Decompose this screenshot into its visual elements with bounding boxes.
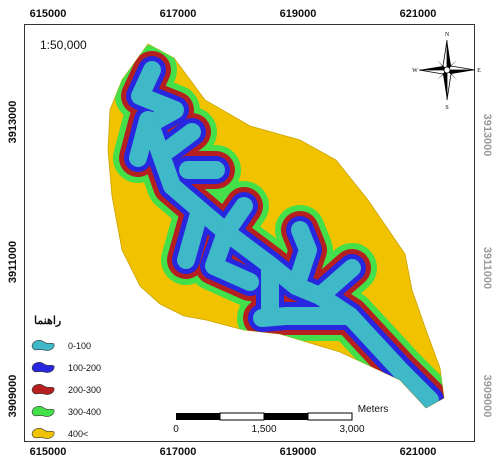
compass-rose-icon: N S E W: [412, 32, 481, 111]
zone-0-100: [129, 61, 439, 408]
x-tick-top: 621000: [400, 8, 437, 20]
x-tick-top: 615000: [30, 8, 67, 20]
x-tick-label: 619000: [279, 8, 317, 20]
legend-label: 300-400: [68, 407, 102, 417]
scalebar-label-0: 0: [173, 424, 179, 435]
x-tick-label: 617000: [159, 8, 197, 20]
legend-item: 300-400: [30, 401, 140, 423]
map-scale-ratio: 1:50,000: [40, 38, 87, 52]
x-tick-bottom: 617000: [160, 446, 197, 458]
legend-item: 0-100: [30, 335, 140, 357]
legend-label: 400<: [68, 429, 89, 439]
scalebar-label-1500: 1,500: [251, 424, 277, 435]
x-tick-bottom: 615000: [30, 446, 67, 458]
x-tick-label: 615000: [29, 8, 67, 20]
x-tick-top: 617000: [160, 8, 197, 20]
scalebar-label-3000: 3,000: [339, 424, 365, 435]
x-tick-label: 615000: [29, 446, 67, 458]
legend-swatch-icon: [31, 428, 55, 439]
x-tick-label: 619000: [279, 446, 317, 458]
legend-swatch-icon: [31, 384, 55, 395]
legend-label: 100-200: [68, 363, 102, 373]
scalebar-units: Meters: [357, 404, 389, 415]
legend-item: 200-300: [30, 379, 140, 401]
legend: راهنما 0-100 100-200 200-300 300-400 400…: [30, 314, 140, 445]
compass-s: S: [445, 105, 448, 111]
x-tick-label: 621000: [399, 446, 437, 458]
scale-bar: [176, 412, 353, 421]
legend-item: 100-200: [30, 357, 140, 379]
map-frame: [24, 24, 475, 442]
x-tick-label: 617000: [159, 446, 197, 458]
compass-n: N: [445, 32, 450, 38]
legend-item: 400<: [30, 423, 140, 445]
legend-swatch-icon: [31, 406, 55, 417]
x-tick-label: 621000: [399, 8, 437, 20]
legend-title: راهنما: [34, 315, 62, 327]
x-tick-top: 619000: [280, 8, 317, 20]
x-tick-bottom: 621000: [400, 446, 437, 458]
legend-swatch-icon: [31, 362, 55, 373]
compass-e: E: [477, 68, 481, 74]
legend-label: 200-300: [68, 385, 102, 395]
legend-swatch-icon: [31, 340, 55, 351]
legend-label: 0-100: [68, 341, 92, 351]
x-tick-bottom: 619000: [280, 446, 317, 458]
compass-w: W: [412, 68, 418, 74]
